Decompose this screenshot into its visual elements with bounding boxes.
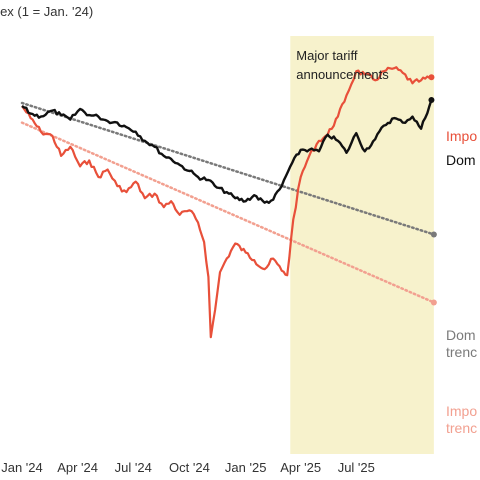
x-tick-label-2: Jul '24 <box>115 460 152 475</box>
trend-end-dot-1 <box>430 299 437 306</box>
trend-lines <box>20 101 437 306</box>
y-axis-label: Index (1 = Jan. '24) <box>0 4 93 19</box>
series-line-imported <box>21 66 432 339</box>
label-domestic-trend-1: Dom <box>446 327 476 343</box>
shaded-region-rect <box>290 36 434 454</box>
label-imported: Impo <box>446 128 477 144</box>
tariff-annotation-line1: Major tariff <box>296 48 358 63</box>
x-tick-label-0: Jan '24 <box>1 460 43 475</box>
series-end-dot-1 <box>428 96 435 103</box>
tariff-shaded-region <box>290 36 434 454</box>
x-tick-label-3: Oct '24 <box>169 460 210 475</box>
x-axis: Jan '24 Apr '24 Jul '24 Oct '24 Jan '25 Apr '… <box>1 460 375 475</box>
label-domestic: Dom <box>446 152 476 168</box>
x-tick-label-4: Jan '25 <box>225 460 267 475</box>
tariff-annotation-line2: announcements <box>296 67 389 82</box>
x-tick-label-6: Jul '25 <box>338 460 375 475</box>
label-imported-trend-2: trenc <box>446 420 477 436</box>
trend-line-0 <box>20 101 436 236</box>
label-imported-trend-1: Impo <box>446 403 477 419</box>
x-tick-label-1: Apr '24 <box>57 460 98 475</box>
series-end-dot-0 <box>428 74 435 81</box>
x-tick-label-5: Apr '25 <box>280 460 321 475</box>
trend-line-1 <box>20 121 436 304</box>
label-domestic-trend-2: trenc <box>446 344 477 360</box>
series-lines <box>21 66 435 339</box>
trend-end-dot-0 <box>430 231 437 238</box>
series-line-domestic <box>21 99 433 204</box>
